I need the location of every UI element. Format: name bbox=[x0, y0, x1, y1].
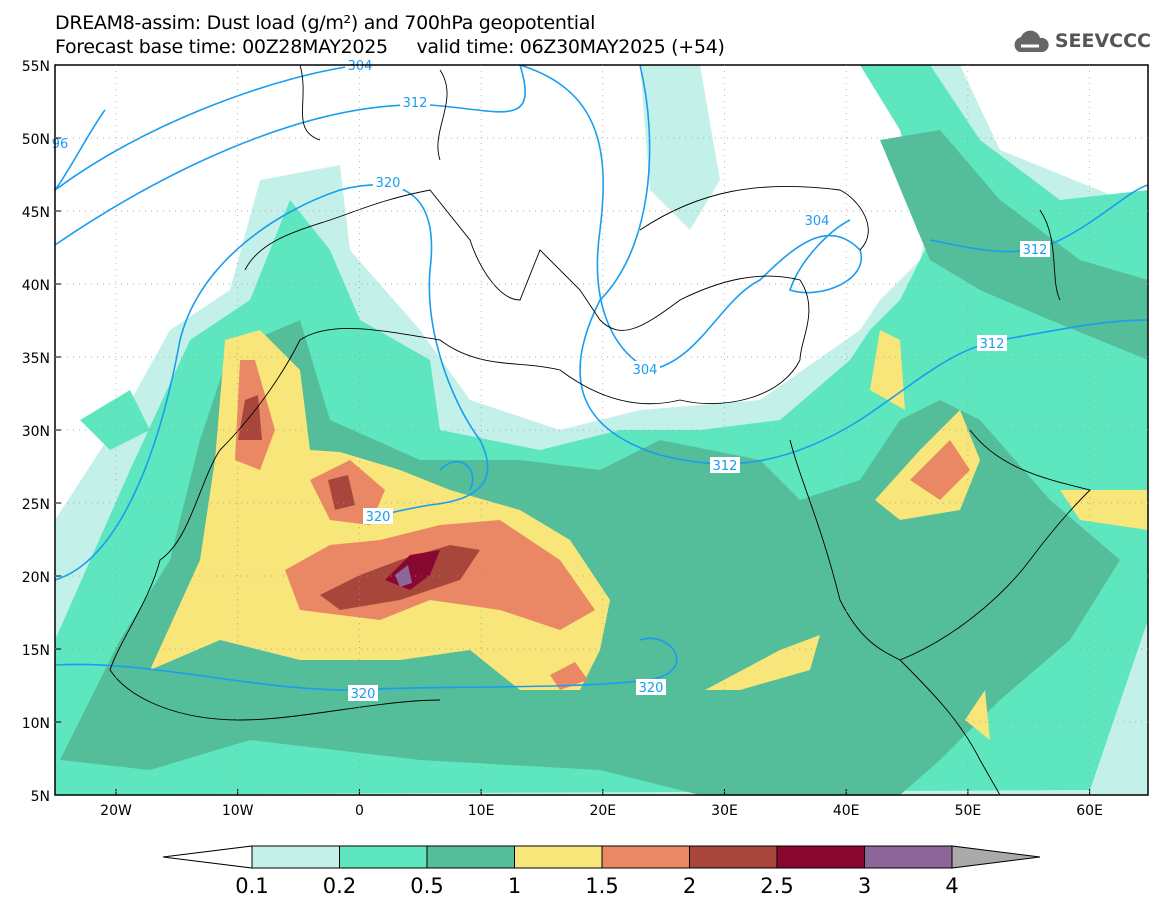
dust-1-region bbox=[965, 690, 990, 740]
dust-0.1-region bbox=[640, 65, 720, 230]
axis-labels: 55N 50N 45N 40N 35N 30N 25N 20N 15N 10N 5N 20W 10W 0 1… bbox=[22, 59, 1148, 819]
dust-1.5-region bbox=[550, 662, 588, 690]
contour-labels: 304 312 320 304 312 312 304 312 320 320 320 96 bbox=[45, 57, 1050, 702]
lat-label: 50N bbox=[22, 132, 50, 148]
lat-label: 45N bbox=[22, 205, 50, 221]
lat-label: 10N bbox=[22, 716, 50, 732]
dust-2-region bbox=[328, 475, 355, 510]
colorbar-label: 0.2 bbox=[323, 874, 356, 898]
dust-1-region bbox=[1060, 490, 1148, 530]
colorbar-swatch bbox=[601, 845, 690, 869]
colorbar-label: 0.1 bbox=[235, 874, 268, 898]
dust-2-region bbox=[238, 395, 262, 440]
colorbar-swatch bbox=[689, 845, 778, 869]
contour-label: 304 bbox=[633, 363, 658, 378]
dust-1.5-region bbox=[910, 440, 970, 500]
colorbar-label: 1.5 bbox=[585, 874, 618, 898]
contour-296 bbox=[55, 109, 106, 191]
cloud-icon bbox=[1014, 30, 1049, 52]
lat-label: 25N bbox=[22, 497, 50, 513]
lon-label: 40E bbox=[833, 803, 860, 819]
contour-label: 320 bbox=[366, 510, 391, 525]
colorbar-label: 0.5 bbox=[410, 874, 443, 898]
contour-label: 312 bbox=[1023, 243, 1048, 258]
contour-304 bbox=[55, 65, 863, 371]
contour-label: 312 bbox=[403, 96, 428, 111]
contour-label: 320 bbox=[351, 687, 376, 702]
lon-label: 0 bbox=[355, 803, 364, 819]
lat-label: 35N bbox=[22, 351, 50, 367]
contour-label: 312 bbox=[980, 337, 1005, 352]
colorbar-swatch bbox=[864, 845, 953, 869]
dust-0.2-region bbox=[80, 390, 150, 450]
dust-0.5-region bbox=[60, 320, 1120, 795]
title-line-1: DREAM8-assim: Dust load (g/m²) and 700hP… bbox=[55, 12, 596, 34]
lat-label: 20N bbox=[22, 570, 50, 586]
dust-1-region bbox=[870, 330, 905, 410]
colorbar-label: 3 bbox=[858, 874, 871, 898]
lat-label: 15N bbox=[22, 643, 50, 659]
colorbar-swatch bbox=[426, 845, 515, 869]
colorbar-label: 2 bbox=[683, 874, 696, 898]
lon-label: 10E bbox=[468, 803, 495, 819]
dust-1-region bbox=[705, 635, 820, 690]
contour-label: 312 bbox=[713, 459, 738, 474]
lat-label: 55N bbox=[22, 59, 50, 75]
coastlines bbox=[109, 65, 1091, 795]
seevccc-logo: SEEVCCC bbox=[1011, 28, 1151, 54]
colorbar-over-triangle bbox=[951, 845, 1041, 869]
logo-text: SEEVCCC bbox=[1054, 30, 1151, 52]
contour-label: 320 bbox=[376, 176, 401, 191]
colorbar-swatch bbox=[339, 845, 428, 869]
colorbar-swatch bbox=[776, 845, 865, 869]
colorbar-label: 2.5 bbox=[760, 874, 793, 898]
lat-label: 30N bbox=[22, 424, 50, 440]
colorbar-swatch bbox=[251, 845, 340, 869]
lon-label: 10W bbox=[222, 803, 254, 819]
colorbar: 0.1 0.2 0.5 1 1.5 2 2.5 3 4 bbox=[162, 845, 1041, 898]
contour-label: 320 bbox=[639, 681, 664, 696]
contour-320 bbox=[55, 184, 678, 691]
title-line-2: Forecast base time: 00Z28MAY2025 valid t… bbox=[55, 36, 725, 58]
lon-label: 60E bbox=[1076, 803, 1103, 819]
lat-label: 5N bbox=[31, 789, 50, 805]
lon-label: 20W bbox=[100, 803, 132, 819]
lon-label: 30E bbox=[711, 803, 738, 819]
contour-label: 304 bbox=[805, 214, 830, 229]
colorbar-swatch bbox=[514, 845, 603, 869]
contour-label: 304 bbox=[348, 59, 373, 74]
colorbar-under-triangle bbox=[162, 845, 253, 869]
colorbar-label: 4 bbox=[945, 874, 958, 898]
contour-label: 96 bbox=[52, 137, 69, 152]
colorbar-label: 1 bbox=[508, 874, 521, 898]
lon-label: 50E bbox=[955, 803, 982, 819]
dust-0.5-region bbox=[880, 130, 1148, 360]
lon-label: 20E bbox=[589, 803, 616, 819]
lat-label: 40N bbox=[22, 278, 50, 294]
